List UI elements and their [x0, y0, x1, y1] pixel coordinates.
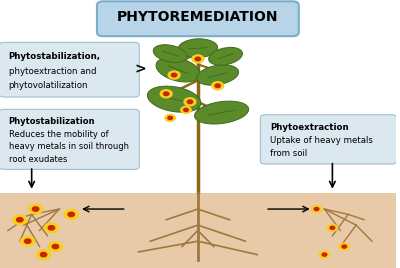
Text: Phytostabilization: Phytostabilization	[9, 117, 95, 126]
Ellipse shape	[147, 86, 201, 112]
Circle shape	[330, 226, 335, 229]
Circle shape	[314, 207, 319, 211]
Circle shape	[168, 116, 172, 120]
Circle shape	[327, 224, 338, 231]
Circle shape	[168, 71, 180, 79]
Circle shape	[215, 84, 220, 88]
Circle shape	[16, 218, 23, 222]
Circle shape	[322, 253, 327, 256]
Circle shape	[24, 239, 31, 243]
Circle shape	[165, 114, 175, 121]
Ellipse shape	[194, 101, 249, 124]
Ellipse shape	[153, 45, 187, 62]
Text: PHYTOREMEDIATION: PHYTOREMEDIATION	[117, 10, 279, 24]
Text: Reduces the mobility of: Reduces the mobility of	[9, 130, 108, 139]
Circle shape	[40, 252, 47, 257]
Circle shape	[184, 98, 196, 106]
Ellipse shape	[197, 65, 239, 85]
Circle shape	[52, 244, 59, 249]
Circle shape	[312, 206, 322, 213]
Text: heavy metals in soil through: heavy metals in soil through	[9, 142, 129, 151]
Circle shape	[319, 251, 330, 258]
FancyBboxPatch shape	[0, 42, 139, 97]
Circle shape	[342, 245, 346, 248]
Text: Uptake of heavy metals: Uptake of heavy metals	[270, 136, 373, 145]
Circle shape	[28, 204, 43, 214]
Circle shape	[44, 223, 58, 233]
Text: phytoextraction and: phytoextraction and	[9, 67, 96, 76]
Text: Phytostabilization,: Phytostabilization,	[9, 52, 101, 61]
Circle shape	[181, 106, 191, 113]
Circle shape	[192, 55, 204, 63]
FancyBboxPatch shape	[0, 109, 139, 169]
Ellipse shape	[156, 57, 200, 82]
Circle shape	[13, 215, 27, 225]
Circle shape	[64, 210, 78, 219]
Circle shape	[172, 73, 177, 77]
Bar	[0, 193, 396, 268]
Ellipse shape	[178, 39, 218, 58]
Circle shape	[48, 226, 55, 230]
Circle shape	[184, 108, 188, 111]
Circle shape	[68, 212, 74, 217]
Circle shape	[32, 207, 39, 211]
Circle shape	[48, 242, 62, 251]
Text: phytovolatilization: phytovolatilization	[9, 81, 88, 90]
Circle shape	[164, 92, 169, 96]
Circle shape	[160, 90, 172, 98]
Text: Phytoextraction: Phytoextraction	[270, 123, 348, 132]
Circle shape	[195, 57, 200, 61]
Text: root exudates: root exudates	[9, 155, 67, 164]
Circle shape	[212, 82, 224, 90]
Text: >: >	[135, 63, 146, 77]
FancyBboxPatch shape	[260, 115, 396, 164]
Ellipse shape	[209, 47, 242, 65]
Circle shape	[187, 100, 193, 104]
Text: from soil: from soil	[270, 149, 307, 158]
Circle shape	[339, 243, 350, 250]
Circle shape	[36, 250, 51, 259]
Circle shape	[20, 236, 35, 246]
FancyBboxPatch shape	[97, 1, 299, 36]
